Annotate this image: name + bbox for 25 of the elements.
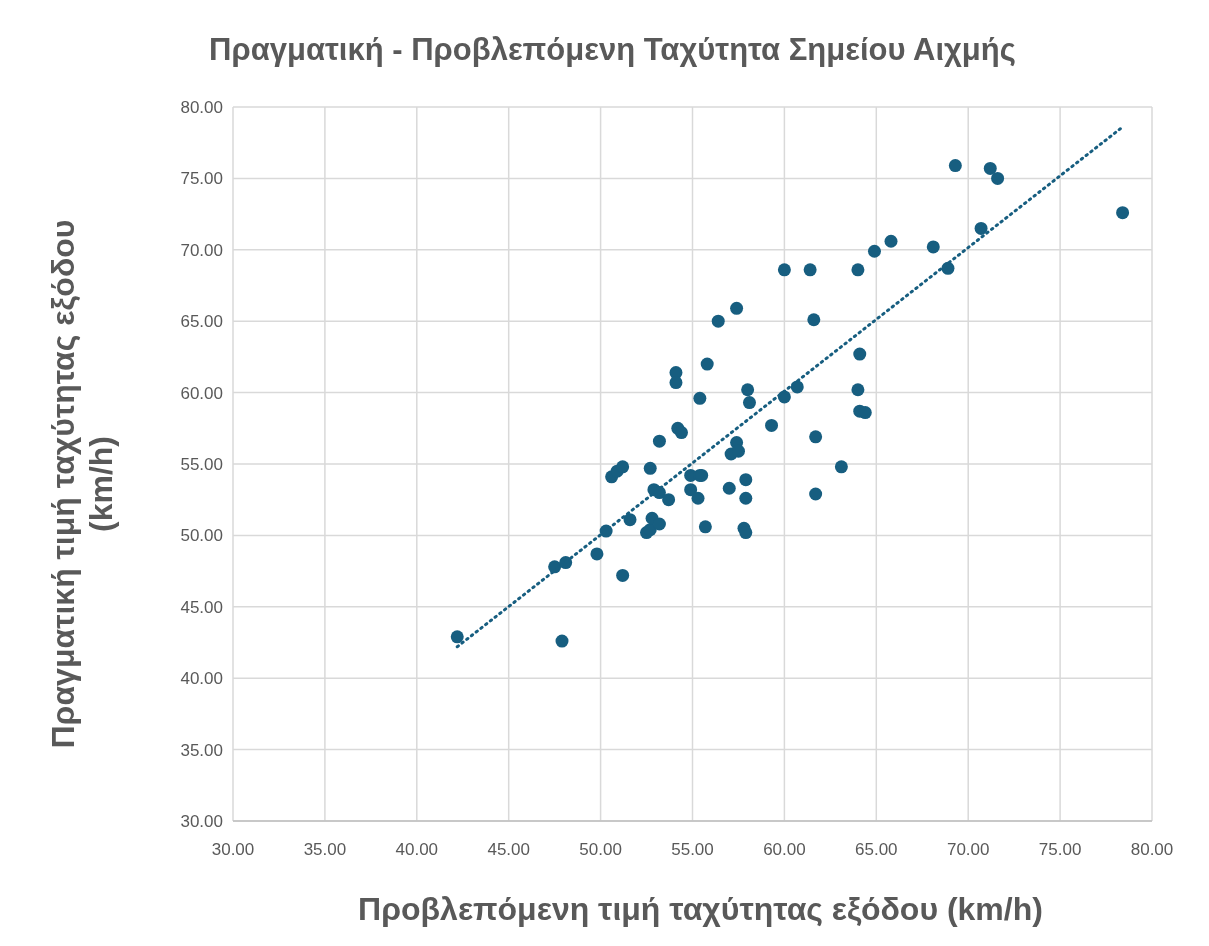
x-tick-label: 45.00 <box>487 840 530 859</box>
y-tick-label: 50.00 <box>180 526 223 546</box>
y-tick-label: 60.00 <box>180 383 223 403</box>
y-tick-label: 75.00 <box>180 169 223 189</box>
x-tick-label: 55.00 <box>671 840 714 859</box>
y-tick-label: 45.00 <box>180 597 223 617</box>
x-tick-label: 30.00 <box>211 840 255 859</box>
x-axis-title: Προβλεπόμενη τιμή ταχύτητας εξόδου (km/h) <box>358 891 1043 927</box>
x-tick-label: 75.00 <box>1038 840 1082 859</box>
x-tick-label: 40.00 <box>395 840 439 859</box>
y-tick-label: 55.00 <box>180 455 223 474</box>
y-tick-label: 80.00 <box>180 98 223 117</box>
x-tick-label: 70.00 <box>946 840 990 859</box>
x-tick-label: 35.00 <box>303 840 347 859</box>
x-tick-label: 80.00 <box>1130 840 1174 859</box>
x-tick-label: 50.00 <box>579 840 622 859</box>
y-tick-label: 40.00 <box>180 669 223 689</box>
y-tick-label: 35.00 <box>180 740 223 760</box>
y-axis-title: Πραγματική τιμή ταχύτητας εξόδου (km/h) <box>45 219 119 749</box>
y-tick-label: 30.00 <box>180 812 223 831</box>
x-tick-label: 60.00 <box>763 840 806 859</box>
y-tick-label: 65.00 <box>180 312 223 332</box>
x-tick-label: 65.00 <box>855 840 898 859</box>
y-tick-label: 70.00 <box>180 240 223 260</box>
chart-title: Πραγματική - Προβλεπόμενη Ταχύτητα Σημείου Αιχμής <box>209 32 1016 67</box>
